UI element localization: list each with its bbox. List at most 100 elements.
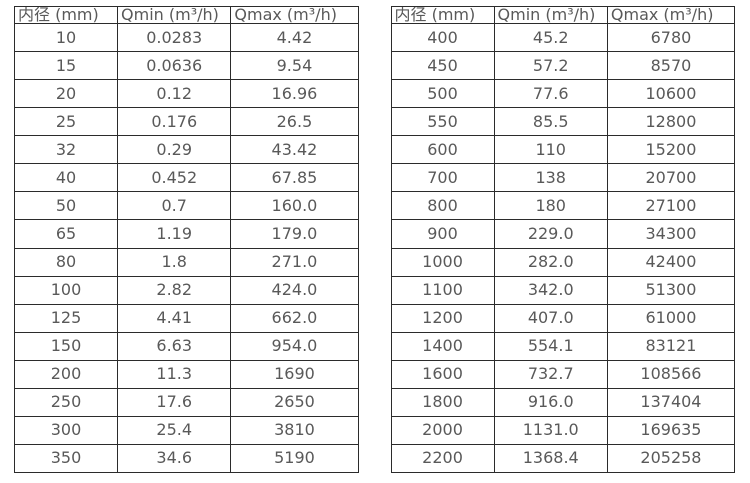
table-cell: 407.0: [493, 303, 608, 333]
table-cell: 83121: [606, 331, 736, 361]
table-row: 80 1.8 271.0: [13, 247, 359, 277]
column-header: 内径 (mm): [13, 6, 119, 24]
column-header: Qmax (m³/h): [230, 6, 359, 24]
table-row: 300 25.4 3810: [13, 415, 359, 445]
table-cell: 108566: [606, 359, 736, 389]
table-cell: 80: [13, 247, 119, 277]
table-cell: 250: [13, 387, 119, 417]
table-cell: 5190: [230, 443, 359, 474]
table-cell: 67.85: [230, 163, 359, 193]
table-cell: 85.5: [493, 107, 608, 137]
table-cell: 1.8: [117, 247, 232, 277]
table-cell: 229.0: [493, 219, 608, 249]
table-row: 250 17.6 2650: [13, 387, 359, 417]
table-cell: 1600: [390, 359, 495, 389]
table-cell: 160.0: [230, 191, 359, 221]
table-cell: 20: [13, 79, 119, 109]
table-cell: 400: [390, 22, 495, 53]
table-cell: 180: [493, 191, 608, 221]
table-row: 65 1.19 179.0: [13, 219, 359, 249]
flow-table-large-diameters: 内径 (mm) Qmin (m³/h) Qmax (m³/h) 400 45.2 6780…: [390, 6, 736, 474]
table-cell: 0.7: [117, 191, 232, 221]
table-cell: 800: [390, 191, 495, 221]
table-cell: 25: [13, 107, 119, 137]
table-cell: 0.176: [117, 107, 232, 137]
table-cell: 900: [390, 219, 495, 249]
table-cell: 125: [13, 303, 119, 333]
table-cell: 150: [13, 331, 119, 361]
table-cell: 42400: [606, 247, 736, 277]
table-cell: 916.0: [493, 387, 608, 417]
table-cell: 8570: [606, 51, 736, 81]
table-cell: 0.0283: [117, 22, 232, 53]
table-cell: 500: [390, 79, 495, 109]
table-cell: 424.0: [230, 275, 359, 305]
table-cell: 25.4: [117, 415, 232, 445]
table-cell: 100: [13, 275, 119, 305]
column-header: Qmin (m³/h): [117, 6, 232, 24]
table-cell: 57.2: [493, 51, 608, 81]
table-cell: 0.29: [117, 135, 232, 165]
table-cell: 732.7: [493, 359, 608, 389]
table-row: 1200 407.0 61000: [390, 303, 736, 333]
table-row: 50 0.7 160.0: [13, 191, 359, 221]
table-cell: 200: [13, 359, 119, 389]
table-row: 350 34.6 5190: [13, 443, 359, 474]
table-cell: 2.82: [117, 275, 232, 305]
table-cell: 600: [390, 135, 495, 165]
table-cell: 1131.0: [493, 415, 608, 445]
table-cell: 138: [493, 163, 608, 193]
table-row: 800 180 27100: [390, 191, 736, 221]
table-cell: 1100: [390, 275, 495, 305]
table-row: 1100 342.0 51300: [390, 275, 736, 305]
table-row: 10 0.0283 4.42: [13, 22, 359, 53]
table-cell: 10: [13, 22, 119, 53]
table-row: 700 138 20700: [390, 163, 736, 193]
table-cell: 1800: [390, 387, 495, 417]
table-cell: 0.12: [117, 79, 232, 109]
table-cell: 1000: [390, 247, 495, 277]
table-row: 450 57.2 8570: [390, 51, 736, 81]
table-cell: 4.41: [117, 303, 232, 333]
table-row: 100 2.82 424.0: [13, 275, 359, 305]
table-cell: 40: [13, 163, 119, 193]
table-cell: 3810: [230, 415, 359, 445]
table-cell: 450: [390, 51, 495, 81]
table-cell: 954.0: [230, 331, 359, 361]
table-cell: 205258: [606, 443, 736, 474]
table-cell: 554.1: [493, 331, 608, 361]
table-cell: 10600: [606, 79, 736, 109]
table-cell: 11.3: [117, 359, 232, 389]
table-cell: 1400: [390, 331, 495, 361]
table-row: 25 0.176 26.5: [13, 107, 359, 137]
table-cell: 34300: [606, 219, 736, 249]
table-row: 550 85.5 12800: [390, 107, 736, 137]
table-cell: 9.54: [230, 51, 359, 81]
table-row: 200 11.3 1690: [13, 359, 359, 389]
table-cell: 1690: [230, 359, 359, 389]
table-row: 150 6.63 954.0: [13, 331, 359, 361]
table-cell: 2200: [390, 443, 495, 474]
table-cell: 2650: [230, 387, 359, 417]
table-cell: 17.6: [117, 387, 232, 417]
table-row: 1600 732.7 108566: [390, 359, 736, 389]
table-row: 40 0.452 67.85: [13, 163, 359, 193]
table-cell: 169635: [606, 415, 736, 445]
table-cell: 300: [13, 415, 119, 445]
table-row: 500 77.6 10600: [390, 79, 736, 109]
table-cell: 342.0: [493, 275, 608, 305]
table-row: 600 110 15200: [390, 135, 736, 165]
table-cell: 43.42: [230, 135, 359, 165]
table-row: 125 4.41 662.0: [13, 303, 359, 333]
table-cell: 550: [390, 107, 495, 137]
table-cell: 45.2: [493, 22, 608, 53]
table-cell: 61000: [606, 303, 736, 333]
table-cell: 282.0: [493, 247, 608, 277]
table-cell: 6780: [606, 22, 736, 53]
column-header: Qmax (m³/h): [606, 6, 736, 24]
column-header: Qmin (m³/h): [493, 6, 608, 24]
table-cell: 662.0: [230, 303, 359, 333]
column-header: 内径 (mm): [390, 6, 495, 24]
table-cell: 1200: [390, 303, 495, 333]
table-row: 900 229.0 34300: [390, 219, 736, 249]
